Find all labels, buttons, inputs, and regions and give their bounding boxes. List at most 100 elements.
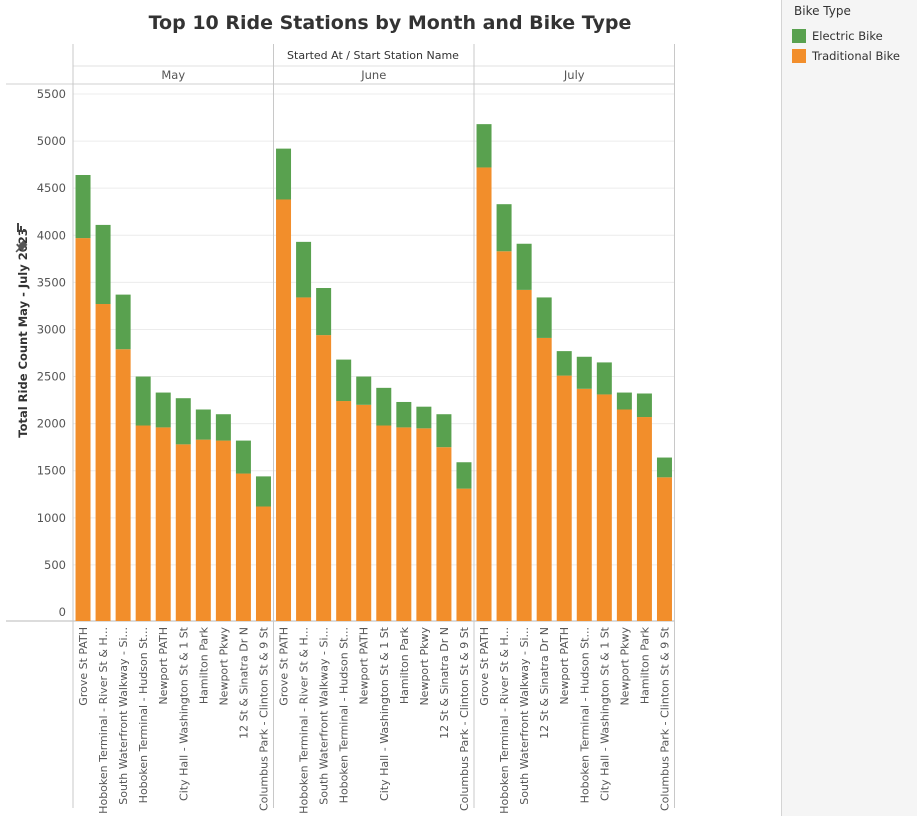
column-header: Started At / Start Station Name	[287, 49, 459, 62]
bar-electric-bike[interactable]	[356, 376, 372, 405]
bar-electric-bike[interactable]	[576, 356, 592, 389]
bar-electric-bike[interactable]	[396, 401, 412, 428]
bar-traditional-bike[interactable]	[255, 506, 271, 621]
bar-electric-bike[interactable]	[336, 359, 352, 402]
bar-traditional-bike[interactable]	[276, 199, 292, 621]
x-tick-label: Hoboken Terminal - Hudson St...	[338, 627, 351, 803]
bar-electric-bike[interactable]	[115, 294, 131, 350]
pin-icon[interactable]	[13, 239, 29, 255]
axis-sort-icon[interactable]	[17, 223, 25, 232]
x-tick-label: Grove St PATH	[478, 627, 491, 706]
legend-label: Electric Bike	[812, 29, 883, 43]
bar-traditional-bike[interactable]	[235, 473, 251, 621]
y-tick-label: 2000	[37, 417, 66, 431]
x-tick-label: South Waterfront Walkway - Si...	[518, 627, 531, 805]
bar-traditional-bike[interactable]	[536, 337, 552, 621]
chart-title: Top 10 Ride Stations by Month and Bike T…	[149, 12, 632, 34]
bar-electric-bike[interactable]	[416, 406, 432, 429]
x-tick-label: City Hall - Washington St & 1 St	[177, 626, 190, 801]
bar-traditional-bike[interactable]	[115, 349, 131, 621]
bar-electric-bike[interactable]	[215, 414, 231, 441]
bar-electric-bike[interactable]	[135, 376, 151, 426]
x-tick-label: City Hall - Washington St & 1 St	[378, 626, 391, 801]
bar-electric-bike[interactable]	[75, 174, 91, 239]
bar-traditional-bike[interactable]	[476, 167, 492, 621]
bar-traditional-bike[interactable]	[135, 425, 151, 621]
bar-electric-bike[interactable]	[436, 414, 452, 448]
x-tick-label: South Waterfront Walkway - Si...	[117, 627, 130, 805]
x-tick-label: Hoboken Terminal - Hudson St...	[137, 627, 150, 803]
bar-traditional-bike[interactable]	[416, 428, 432, 621]
bar-electric-bike[interactable]	[376, 387, 392, 426]
bar-electric-bike[interactable]	[596, 362, 612, 395]
bar-electric-bike[interactable]	[175, 398, 191, 445]
x-axis-labels: Grove St PATH Hoboken Terminal - River St…	[77, 626, 671, 813]
bar-electric-bike[interactable]	[255, 476, 271, 507]
y-tick-label: 3500	[37, 275, 66, 289]
bar-traditional-bike[interactable]	[316, 335, 332, 621]
bar-traditional-bike[interactable]	[296, 297, 312, 621]
bar-traditional-bike[interactable]	[436, 447, 452, 621]
bar-traditional-bike[interactable]	[656, 477, 672, 621]
bar-electric-bike[interactable]	[95, 224, 111, 305]
bar-traditional-bike[interactable]	[175, 444, 191, 621]
y-tick-label: 0	[59, 605, 66, 619]
x-tick-label: Newport Pkwy	[418, 627, 431, 706]
bar-electric-bike[interactable]	[235, 440, 251, 474]
y-tick-label: 1500	[37, 464, 66, 478]
bar-electric-bike[interactable]	[536, 297, 552, 338]
bar-traditional-bike[interactable]	[556, 375, 572, 621]
bar-electric-bike[interactable]	[556, 351, 572, 376]
bar-traditional-bike[interactable]	[596, 394, 612, 621]
bar-electric-bike[interactable]	[496, 204, 512, 252]
legend-item-electric-bike[interactable]: Electric Bike	[792, 28, 883, 44]
bar-traditional-bike[interactable]	[356, 404, 372, 621]
bar-traditional-bike[interactable]	[616, 409, 632, 621]
bar-electric-bike[interactable]	[636, 393, 652, 418]
bar-traditional-bike[interactable]	[155, 427, 171, 621]
bar-electric-bike[interactable]	[476, 124, 492, 168]
bar-traditional-bike[interactable]	[516, 289, 532, 621]
x-tick-label: Hoboken Terminal - River St & H...	[97, 627, 110, 814]
y-tick-label: 4500	[37, 181, 66, 195]
month-headers: May June July	[161, 68, 584, 82]
legend-swatch-electric	[792, 29, 806, 43]
bar-traditional-bike[interactable]	[496, 251, 512, 621]
month-header: May	[161, 68, 185, 82]
y-tick-label: 5000	[37, 134, 66, 148]
bar-electric-bike[interactable]	[276, 148, 292, 200]
bar-electric-bike[interactable]	[155, 392, 171, 428]
bar-electric-bike[interactable]	[516, 243, 532, 290]
bar-traditional-bike[interactable]	[456, 488, 472, 621]
bar-traditional-bike[interactable]	[95, 304, 111, 621]
bar-traditional-bike[interactable]	[75, 238, 91, 621]
bar-traditional-bike[interactable]	[396, 427, 412, 621]
bar-traditional-bike[interactable]	[376, 425, 392, 621]
bar-traditional-bike[interactable]	[636, 417, 652, 621]
legend-item-traditional-bike[interactable]: Traditional Bike	[792, 48, 900, 64]
bar-traditional-bike[interactable]	[215, 440, 231, 621]
bar-electric-bike[interactable]	[296, 241, 312, 298]
x-tick-label: Hoboken Terminal - River St & H...	[298, 627, 311, 814]
x-tick-label: Newport PATH	[358, 627, 371, 705]
bar-electric-bike[interactable]	[195, 409, 211, 440]
bar-electric-bike[interactable]	[456, 462, 472, 489]
x-tick-label: City Hall - Washington St & 1 St	[598, 626, 611, 801]
y-tick-label: 500	[44, 558, 66, 572]
legend-label: Traditional Bike	[812, 49, 900, 63]
bar-traditional-bike[interactable]	[195, 439, 211, 621]
bar-electric-bike[interactable]	[316, 288, 332, 336]
x-tick-label: 12 St & Sinatra Dr N	[237, 627, 250, 739]
bar-traditional-bike[interactable]	[336, 401, 352, 621]
chart: Top 10 Ride Stations by Month and Bike T…	[6, 12, 675, 814]
legend-panel: Bike Type Electric Bike Traditional Bike	[781, 0, 917, 816]
y-tick-label: 4000	[37, 228, 66, 242]
x-tick-label: South Waterfront Walkway - Si...	[318, 627, 331, 805]
y-axis: 0 500 1000 1500 2000 2500 3000 3500 4000 4500 5000…	[37, 87, 66, 619]
y-tick-label: 5500	[37, 87, 66, 101]
bar-electric-bike[interactable]	[616, 392, 632, 410]
x-tick-label: Hoboken Terminal - River St & H...	[498, 627, 511, 814]
bar-traditional-bike[interactable]	[576, 388, 592, 621]
bar-electric-bike[interactable]	[656, 457, 672, 478]
legend-swatch-traditional	[792, 49, 806, 63]
